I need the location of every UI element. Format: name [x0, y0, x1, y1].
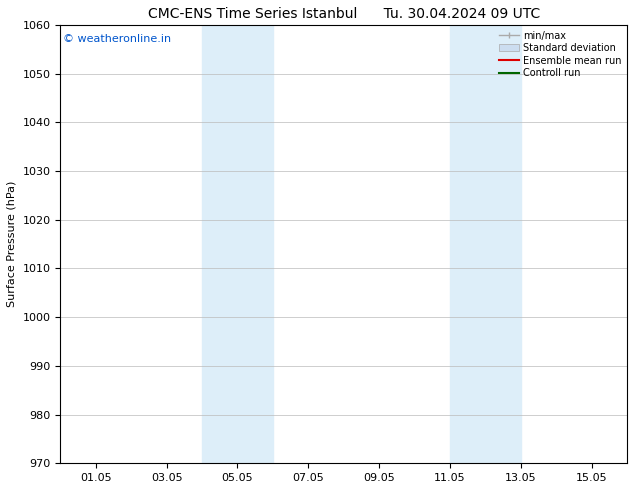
Legend: min/max, Standard deviation, Ensemble mean run, Controll run: min/max, Standard deviation, Ensemble me…: [496, 28, 624, 81]
Bar: [450, 25, 521, 464]
Bar: [202, 25, 273, 464]
Title: CMC-ENS Time Series Istanbul      Tu. 30.04.2024 09 UTC: CMC-ENS Time Series Istanbul Tu. 30.04.2…: [148, 7, 540, 21]
Text: © weatheronline.in: © weatheronline.in: [63, 34, 171, 44]
Y-axis label: Surface Pressure (hPa): Surface Pressure (hPa): [7, 181, 17, 307]
